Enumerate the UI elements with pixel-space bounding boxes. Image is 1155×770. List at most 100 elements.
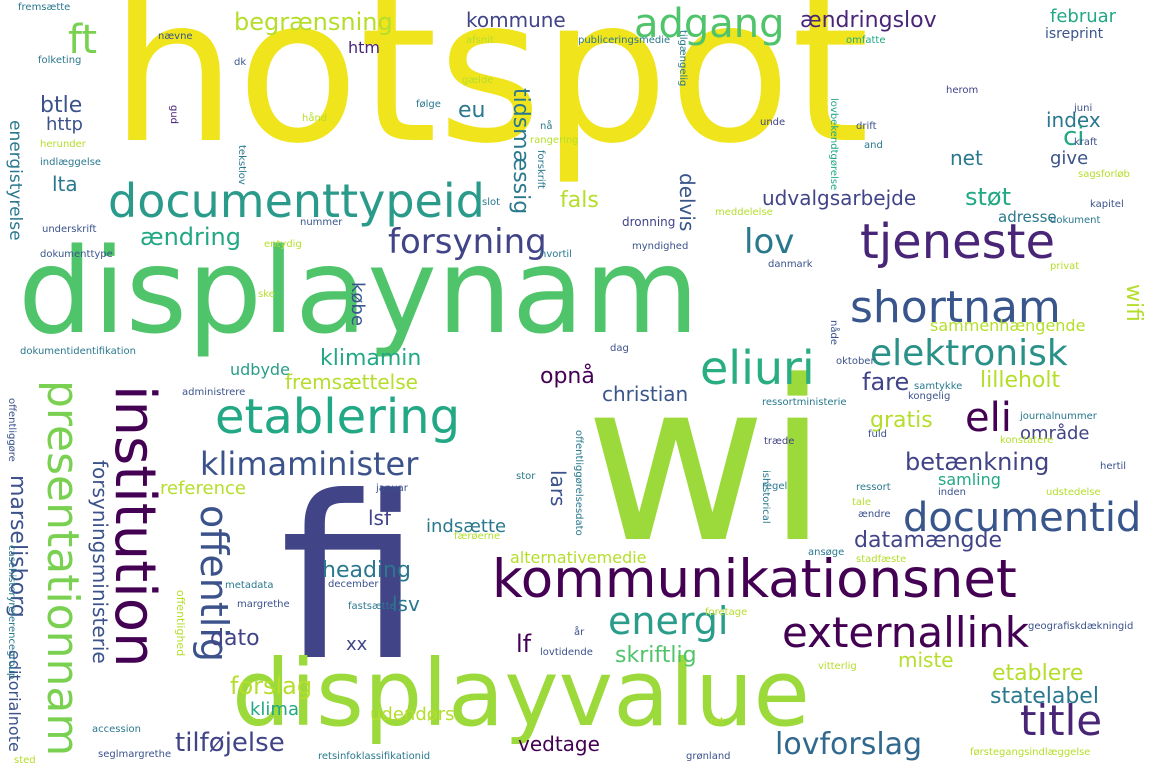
- word-ishistorical: ishistorical: [760, 470, 771, 524]
- word-gratis: gratis: [870, 408, 933, 433]
- word-shortnam: shortnam: [850, 282, 1061, 333]
- word-retsinfoklassifikationid: retsinfoklassifikationid: [318, 751, 431, 762]
- word-foereorne: færøerne: [454, 531, 501, 542]
- word-konstatere: konstatere: [1000, 435, 1054, 446]
- word-ressort: ressort: [856, 482, 891, 493]
- word-energistyrelse: energistyrelse: [5, 120, 25, 241]
- word-forsyningsministerie: forsyningsministerie: [88, 460, 112, 664]
- word-aar: år: [574, 627, 585, 638]
- word-gud: gud: [168, 105, 179, 125]
- word-fi: fi: [280, 449, 422, 711]
- word-udvalgsarbejde: udvalgsarbejde: [762, 186, 917, 210]
- word-stoet: støt: [965, 183, 1012, 211]
- word-title: title: [1020, 696, 1103, 745]
- word-udendoers: udendørs: [370, 704, 455, 725]
- word-kommunikationsnet: kommunikationsnet: [492, 549, 1017, 610]
- word-lovforslag: lovforslag: [775, 727, 923, 762]
- word-tale: tale: [852, 497, 871, 508]
- word-reference: reference: [160, 478, 246, 499]
- word-opnaa: opnå: [540, 364, 595, 389]
- word-dag: dag: [610, 343, 629, 354]
- word-ske: ske: [258, 289, 275, 300]
- word-documenttypeid: documenttypeid: [108, 174, 485, 228]
- word-skriftlig: skriftlig: [615, 643, 697, 668]
- word-sammenhaengende: sammenhængende: [930, 316, 1086, 335]
- word-http: http: [46, 114, 83, 135]
- word-tjeneste: tjeneste: [860, 214, 1055, 270]
- word-datamaengde: datamængde: [854, 528, 1002, 553]
- word-documentid: documentid: [903, 495, 1142, 541]
- word-kraft: kraft: [1074, 137, 1098, 148]
- word-publiceringsmedie: publiceringsmedie: [578, 35, 671, 46]
- word-myndighed: myndighed: [632, 241, 689, 252]
- word-forsyning: forsyning: [388, 222, 547, 262]
- word-statelabel: statelabel: [990, 684, 1099, 709]
- word-adresse: adresse: [998, 208, 1057, 226]
- word-vitterlig: vitterlig: [818, 661, 857, 672]
- word-sagsforloeb: sagsforløb: [1078, 169, 1130, 180]
- word-wifi: wifi: [1121, 284, 1146, 322]
- word-ret: ret: [710, 716, 724, 727]
- word-lars: lars: [546, 470, 570, 507]
- word-aendring: ændring: [140, 223, 241, 251]
- word-net: net: [950, 146, 983, 170]
- word-stadfaeste: stadfæste: [856, 554, 907, 565]
- word-seglmargrethe: seglmargrethe: [98, 749, 172, 760]
- word-offentliggoere: offentliggøre: [6, 398, 17, 462]
- word-udstedelse: udstedelse: [1046, 487, 1101, 498]
- word-kongelig: kongelig: [908, 391, 951, 402]
- word-eliuri: eliuri: [700, 341, 815, 395]
- word-wi: wi: [585, 334, 829, 592]
- word-lta: lta: [52, 172, 78, 196]
- word-ft: ft: [68, 17, 98, 63]
- word-lovtidende: lovtidende: [540, 647, 593, 658]
- word-margrethe: margrethe: [237, 599, 290, 610]
- word-drift: drift: [856, 121, 877, 132]
- word-forslag: forslag: [230, 672, 313, 700]
- word-ansoege: ansøge: [808, 547, 845, 558]
- word-miste: miste: [898, 648, 954, 672]
- word-herom: herom: [946, 85, 979, 96]
- word-editorialnote: editorialnote: [5, 650, 24, 752]
- word-institution: institution: [102, 385, 167, 668]
- word-klima: klima: [250, 699, 299, 720]
- word-dokument: dokument: [1050, 215, 1101, 226]
- word-fare: fare: [862, 368, 910, 396]
- word-betaenkning: betænkning: [905, 448, 1050, 476]
- word-januar: januar: [376, 483, 408, 494]
- word-aendringslov: ændringslov: [800, 8, 937, 33]
- word-displaynam: displaynam: [18, 222, 700, 360]
- word-ci: ci: [1063, 122, 1085, 152]
- word-eu: eu: [458, 98, 486, 123]
- word-oktober: oktober: [836, 356, 875, 367]
- word-presentationnam: presentationnam: [37, 380, 88, 757]
- word-lsv: lsv: [392, 592, 420, 616]
- word-ressortministerie: ressortministerie: [762, 397, 847, 408]
- word-lsf: lsf: [368, 506, 392, 530]
- word-nummer: nummer: [300, 217, 343, 228]
- word-februar: februar: [1050, 6, 1117, 27]
- word-hotspot: hotspot: [110, 0, 870, 188]
- word-klimamin: klimamin: [320, 346, 422, 371]
- word-lilleholt: lilleholt: [980, 368, 1061, 393]
- word-hertil: hertil: [1100, 461, 1127, 472]
- word-tilgaengelig: tilgængelig: [677, 30, 688, 87]
- word-isreprint: isreprint: [1045, 26, 1104, 42]
- word-casehistoryreferencegroup: casehistoryreferencegroup: [6, 545, 17, 680]
- word-marselisborg: marselisborg: [5, 475, 30, 618]
- word-afsnit: afsnit: [466, 35, 494, 46]
- word-inden: inden: [938, 487, 966, 498]
- word-htm: htm: [348, 38, 380, 57]
- word-begraensning: begrænsning: [234, 8, 393, 36]
- word-etablering: etablering: [215, 389, 461, 445]
- word-kommune: kommune: [466, 8, 566, 32]
- word-dk: dk: [234, 57, 247, 68]
- word-udbyde: udbyde: [230, 360, 290, 379]
- word-btle: btle: [40, 93, 83, 118]
- word-lovbekendtgoerelse: lovbekendtgørelse: [828, 98, 839, 191]
- word-elektronisk: elektronisk: [870, 333, 1068, 374]
- word-meddelelse: meddelelse: [715, 207, 773, 218]
- word-fuld: fuld: [868, 429, 887, 440]
- word-xx: xx: [346, 634, 368, 655]
